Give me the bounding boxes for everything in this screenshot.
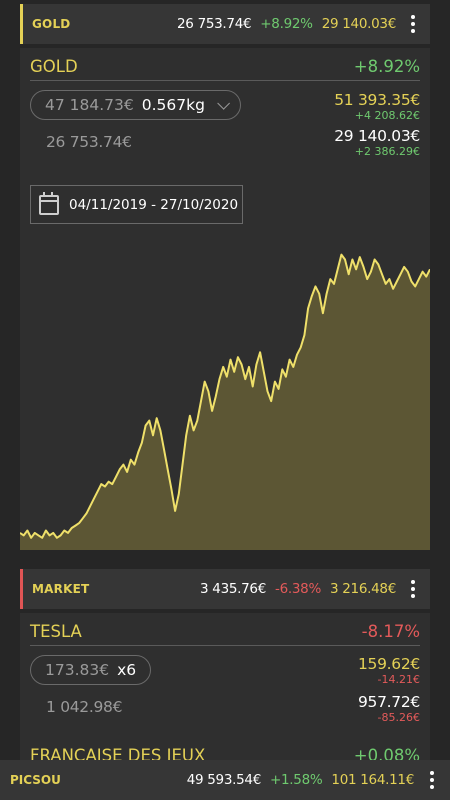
current-delta: -85.26€ <box>377 711 420 724</box>
quantity: x6 <box>117 661 137 679</box>
date-range: 04/11/2019 - 27/10/2020 <box>69 196 239 213</box>
total-footer[interactable]: PICSOU 49 593.54€ +1.58% 101 164.11€ <box>0 760 450 800</box>
portfolio-name: MARKET <box>32 582 90 596</box>
current-delta: +2 386.29€ <box>354 145 420 158</box>
current-values: 29 140.03€ +2 386.29€ <box>334 127 420 158</box>
chart-line <box>20 253 430 539</box>
market-value: 159.62€ <box>358 655 420 673</box>
gold-detail-panel: GOLD +8.92% 47 184.73€ 0.567kg 51 393.35… <box>20 48 430 550</box>
current-values: 957.72€ -85.26€ <box>358 693 420 724</box>
header-total: 29 140.03€ <box>321 16 397 32</box>
asset-title-row: GOLD +8.92% <box>30 48 420 76</box>
divider <box>30 645 420 646</box>
current-value: 29 140.03€ <box>334 127 420 145</box>
header-change: -6.38% <box>275 581 321 597</box>
current-value: 957.72€ <box>358 693 420 711</box>
market-values: 51 393.35€ +4 208.62€ <box>334 91 420 122</box>
calendar-icon <box>39 191 59 215</box>
more-vert-icon[interactable] <box>396 569 430 609</box>
market-header[interactable]: MARKET 3 435.76€ -6.38% 3 216.48€ <box>20 569 430 609</box>
price-chart[interactable] <box>20 230 430 550</box>
header-values: 3 435.76€ -6.38% 3 216.48€ <box>132 581 396 597</box>
market-delta: -14.21€ <box>377 673 420 686</box>
accent-bar <box>20 4 23 44</box>
quantity: 0.567kg <box>141 96 205 114</box>
chevron-down-icon <box>217 96 230 110</box>
unit-price: 173.83€ <box>45 661 110 679</box>
cost-value: 1 042.98€ <box>46 698 123 716</box>
accent-bar <box>20 569 23 609</box>
portfolio-name: GOLD <box>32 17 71 31</box>
header-values: 26 753.74€ +8.92% 29 140.03€ <box>132 16 396 32</box>
asset-title-row: TESLA -8.17% <box>30 613 420 641</box>
footer-value: 49 593.54€ <box>186 772 262 788</box>
header-change: +8.92% <box>260 16 313 32</box>
footer-total: 101 164.11€ <box>331 772 414 788</box>
header-value: 26 753.74€ <box>177 16 252 32</box>
portfolio-name: PICSOU <box>10 773 61 787</box>
cost-value: 26 753.74€ <box>46 133 132 151</box>
chart-area <box>20 254 430 550</box>
quantity-selector[interactable]: 47 184.73€ 0.567kg <box>30 90 241 120</box>
market-values: 159.62€ -14.21€ <box>358 655 420 686</box>
date-range-picker[interactable]: 04/11/2019 - 27/10/2020 <box>30 185 243 224</box>
market-value: 51 393.35€ <box>334 91 420 109</box>
asset-change: +8.92% <box>353 57 420 76</box>
header-value: 3 435.76€ <box>200 581 267 597</box>
purchase-value: 47 184.73€ <box>45 96 134 114</box>
footer-values: 49 593.54€ +1.58% 101 164.11€ <box>160 772 415 788</box>
gold-header[interactable]: GOLD 26 753.74€ +8.92% 29 140.03€ <box>20 4 430 44</box>
more-vert-icon[interactable] <box>414 760 450 800</box>
asset-title: GOLD <box>30 57 78 76</box>
market-delta: +4 208.62€ <box>354 109 420 122</box>
divider <box>30 80 420 81</box>
tesla-panel[interactable]: TESLA -8.17% 173.83€ x6 159.62€ -14.21€ … <box>20 613 430 765</box>
footer-change: +1.58% <box>270 772 323 788</box>
quantity-selector[interactable]: 173.83€ x6 <box>30 655 152 685</box>
asset-title: TESLA <box>30 622 82 641</box>
more-vert-icon[interactable] <box>396 4 430 44</box>
asset-change: -8.17% <box>361 622 420 641</box>
header-total: 3 216.48€ <box>329 581 396 597</box>
